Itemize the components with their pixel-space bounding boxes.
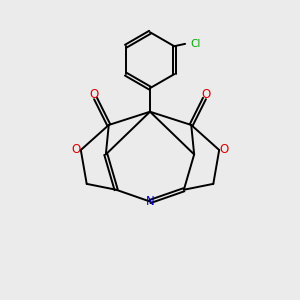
Text: Cl: Cl: [190, 39, 201, 49]
Text: O: O: [201, 88, 211, 100]
Text: O: O: [71, 143, 80, 157]
Text: O: O: [89, 88, 99, 100]
Text: O: O: [220, 143, 229, 157]
Text: N: N: [146, 195, 154, 208]
